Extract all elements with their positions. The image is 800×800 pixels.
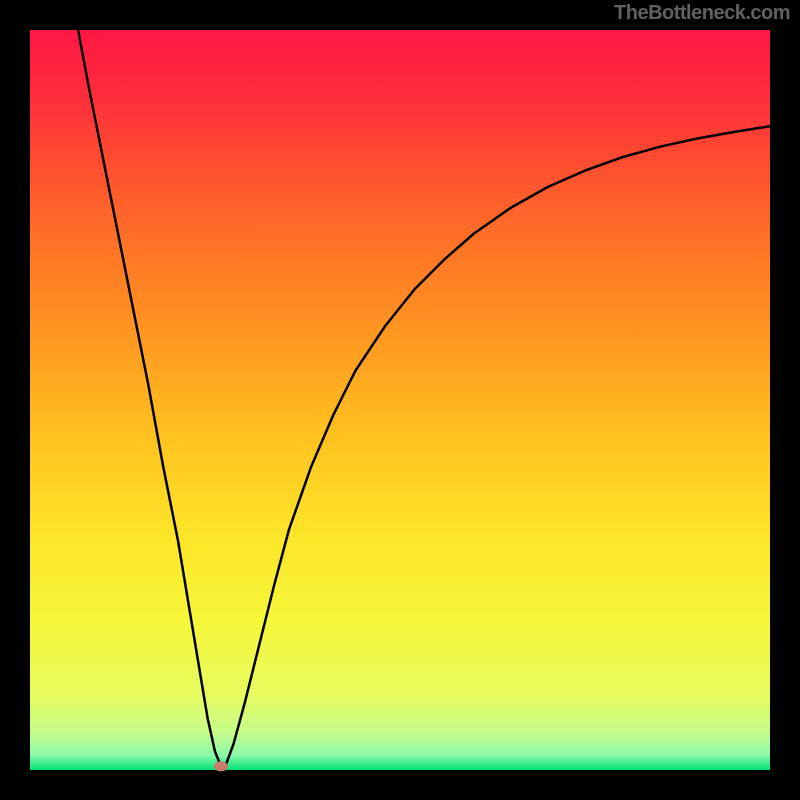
watermark-text: TheBottleneck.com — [614, 2, 790, 25]
plot-area — [30, 30, 770, 770]
bottleneck-chart — [0, 0, 800, 800]
chart-container: TheBottleneck.com — [0, 0, 800, 800]
optimal-point-marker — [214, 761, 228, 771]
